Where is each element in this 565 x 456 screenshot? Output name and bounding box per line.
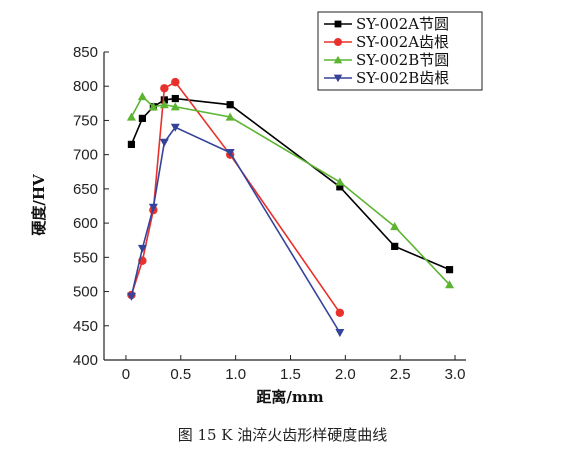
series-2 (127, 77, 345, 317)
data-point-triangle-up (445, 280, 455, 289)
data-point-square (445, 266, 454, 274)
series-line (130, 126, 341, 334)
data-point-triangle-up (159, 100, 169, 109)
data-point-triangle-up (333, 55, 343, 64)
x-axis-label: 距离/mm (256, 388, 323, 406)
legend-item: SY-002B节圆 (324, 51, 449, 69)
data-point-triangle-up (126, 112, 136, 121)
x-tick-label: 2.0 (335, 366, 356, 383)
y-tick-label: 550 (73, 249, 98, 266)
x-ticks: 0 0.5 1.0 1.5 2.0 2.5 3.0 (122, 355, 466, 383)
data-point-triangle-up (335, 177, 345, 186)
legend-label: SY-002A齿根 (356, 33, 449, 51)
y-tick-label: 500 (73, 284, 98, 301)
y-ticks: 400 450 500 550 600 650 700 750 800 850 (73, 44, 109, 369)
data-point-circle (334, 38, 342, 46)
y-tick-label: 750 (73, 112, 98, 129)
x-tick-label: 0.5 (170, 366, 191, 383)
legend-item: SY-002A节圆 (324, 15, 449, 33)
data-point-square (336, 183, 344, 191)
data-point-triangle-down (148, 203, 158, 212)
data-point-triangle-down (126, 292, 136, 301)
series-layer (126, 77, 455, 338)
x-tick-label: 2.5 (390, 366, 411, 383)
y-tick-label: 450 (73, 318, 98, 335)
data-point-triangle-down (170, 123, 180, 132)
data-point-triangle-down (137, 244, 147, 253)
legend-label: SY-002B齿根 (356, 69, 449, 87)
data-point-square (160, 96, 168, 104)
data-point-circle (335, 308, 345, 317)
data-point-triangle-down (335, 329, 345, 338)
data-point-square (391, 242, 399, 250)
legend-box (317, 11, 483, 91)
y-tick-label: 400 (73, 352, 98, 369)
data-point-triangle-up (137, 91, 147, 101)
data-point-square (138, 114, 146, 122)
y-axis-label: 硬度/HV (30, 174, 48, 236)
axes (103, 52, 466, 361)
data-point-square (171, 94, 179, 103)
data-point-triangle-up (225, 112, 235, 121)
x-tick-label: 3.0 (445, 366, 466, 383)
y-tick-label: 650 (73, 181, 98, 198)
data-point-triangle-down (225, 149, 235, 158)
data-point-square (127, 140, 136, 148)
series-4 (126, 123, 345, 338)
figure-caption: 图 15 K 油淬火齿形样硬度曲线 (177, 426, 388, 444)
legend-label: SY-002A节圆 (356, 15, 449, 33)
series-line (130, 81, 341, 314)
legend-item: SY-002B齿根 (324, 69, 449, 87)
y-tick-label: 850 (73, 44, 98, 61)
series-3 (126, 91, 455, 289)
data-point-triangle-up (170, 102, 180, 111)
data-point-triangle-up (390, 222, 400, 231)
hardness-chart: 0 0.5 1.0 1.5 2.0 2.5 3.0 400 450 500 550 600 650 70… (30, 11, 483, 406)
legend-item: SY-002A齿根 (324, 33, 449, 51)
y-tick-label: 700 (73, 147, 98, 164)
x-tick-label: 1.5 (280, 366, 301, 383)
y-tick-label: 800 (73, 78, 98, 95)
series-1 (127, 94, 454, 274)
data-point-square (334, 20, 342, 28)
data-point-square (226, 101, 234, 109)
data-point-triangle-down (333, 74, 343, 83)
data-point-circle (160, 84, 169, 93)
data-point-circle (171, 77, 180, 87)
y-tick-label: 600 (73, 215, 98, 232)
legend-label: SY-002B节圆 (356, 51, 449, 69)
x-tick-label: 0 (122, 366, 130, 383)
data-point-triangle-up (148, 102, 158, 111)
data-point-triangle-down (159, 138, 169, 147)
x-tick-label: 1.0 (225, 366, 246, 383)
